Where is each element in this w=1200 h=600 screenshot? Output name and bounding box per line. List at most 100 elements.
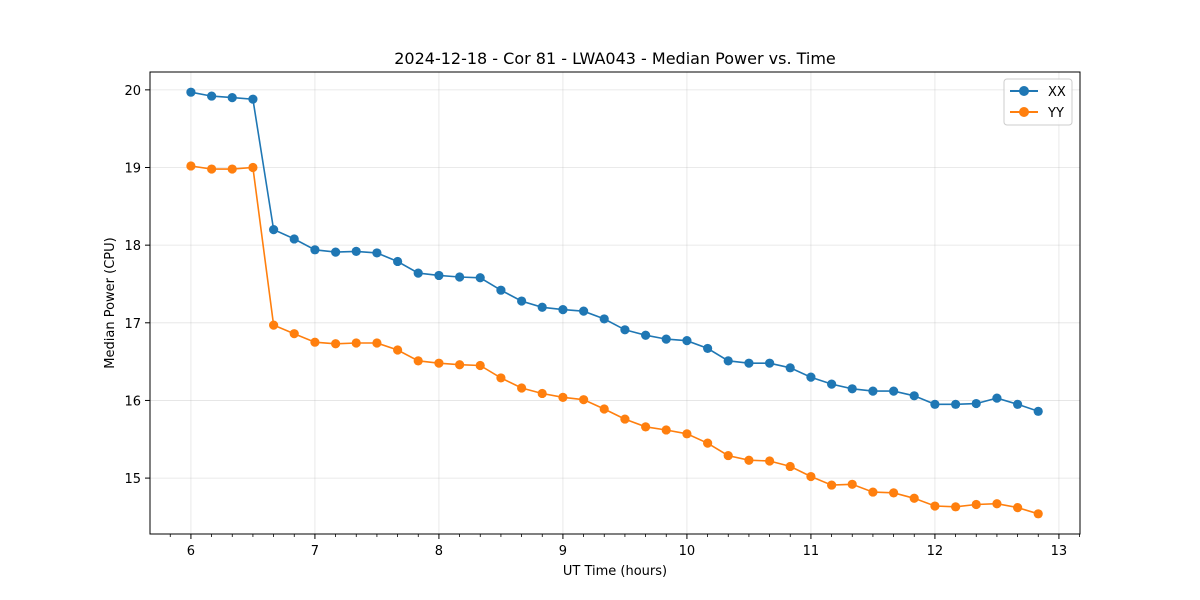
x-tick-label: 11 — [803, 544, 820, 559]
data-point-yy — [579, 395, 589, 405]
y-tick-label: 20 — [124, 84, 141, 99]
data-point-xx — [868, 386, 878, 396]
data-point-yy — [641, 422, 651, 432]
x-tick-label: 10 — [679, 544, 696, 559]
y-tick-label: 16 — [124, 394, 141, 409]
data-point-yy — [889, 488, 899, 498]
data-point-yy — [434, 358, 444, 368]
legend: XX YY — [1003, 78, 1073, 126]
series-layer — [186, 87, 1043, 519]
data-point-xx — [1033, 406, 1043, 416]
data-point-yy — [620, 414, 630, 424]
plot-frame — [149, 71, 1081, 535]
data-point-yy — [661, 425, 671, 435]
data-point-yy — [455, 360, 465, 370]
data-point-yy — [558, 392, 568, 402]
data-point-yy — [806, 471, 816, 482]
data-point-yy — [765, 456, 775, 466]
x-axis: 6 7 8 9 10 11 12 13 — [169, 534, 1080, 559]
data-point-xx — [744, 358, 754, 368]
data-point-xx — [765, 358, 775, 368]
data-point-xx — [992, 393, 1002, 403]
data-point-xx — [951, 399, 961, 409]
data-point-xx — [207, 91, 217, 101]
data-point-xx — [496, 285, 506, 295]
data-point-yy — [682, 429, 692, 439]
data-point-yy — [1013, 503, 1023, 513]
data-point-yy — [723, 450, 733, 461]
data-point-xx — [827, 379, 837, 389]
data-point-yy — [744, 455, 754, 465]
y-tick-label: 19 — [124, 162, 141, 177]
data-point-yy — [269, 320, 279, 330]
data-point-xx — [682, 336, 692, 346]
data-point-yy — [827, 480, 837, 490]
data-point-xx — [930, 399, 940, 409]
data-point-yy — [186, 161, 196, 171]
data-point-xx — [641, 330, 651, 340]
data-point-yy — [227, 164, 237, 174]
data-point-xx — [289, 234, 299, 244]
data-point-yy — [951, 502, 961, 512]
x-tick-label: 8 — [435, 544, 443, 559]
data-point-xx — [310, 245, 320, 255]
data-point-yy — [868, 487, 878, 497]
data-point-yy — [289, 329, 299, 339]
data-point-xx — [537, 302, 547, 312]
data-point-yy — [909, 493, 919, 503]
data-point-xx — [661, 334, 671, 344]
data-point-xx — [703, 343, 713, 354]
y-tick-label: 15 — [124, 472, 141, 487]
data-point-xx — [558, 305, 568, 315]
legend-label-xx: XX — [1048, 85, 1066, 100]
data-point-yy — [971, 499, 981, 510]
data-point-yy — [331, 339, 341, 349]
data-point-yy — [847, 479, 857, 489]
data-point-yy — [475, 360, 485, 371]
data-point-xx — [227, 93, 237, 103]
data-point-xx — [909, 391, 919, 401]
data-point-xx — [806, 372, 816, 382]
data-point-yy — [930, 501, 940, 511]
data-point-xx — [269, 225, 279, 235]
y-tick-label: 17 — [124, 317, 141, 332]
data-point-yy — [1033, 509, 1043, 519]
data-point-xx — [248, 94, 258, 104]
data-point-xx — [475, 273, 485, 283]
data-point-yy — [413, 356, 423, 366]
data-point-yy — [496, 373, 506, 383]
data-point-xx — [434, 270, 444, 281]
x-tick-label: 9 — [559, 544, 567, 559]
data-point-xx — [1013, 399, 1023, 409]
legend-label-yy: YY — [1047, 106, 1064, 121]
data-point-yy — [537, 388, 547, 399]
y-axis: 15 16 17 18 19 20 — [124, 84, 150, 487]
data-point-yy — [992, 499, 1002, 509]
legend-marker-xx — [1019, 86, 1029, 96]
data-point-xx — [331, 247, 341, 257]
chart-title: 2024-12-18 - Cor 81 - LWA043 - Median Po… — [394, 49, 836, 68]
data-point-yy — [248, 162, 258, 173]
data-point-yy — [517, 383, 527, 393]
x-tick-label: 13 — [1051, 544, 1068, 559]
y-axis-label: Median Power (CPU) — [103, 237, 118, 368]
data-point-xx — [889, 386, 899, 396]
legend-marker-yy — [1019, 107, 1029, 117]
data-point-xx — [579, 306, 589, 316]
x-tick-label: 7 — [311, 544, 319, 559]
data-point-yy — [207, 164, 217, 174]
data-point-xx — [455, 272, 465, 282]
x-tick-label: 6 — [187, 544, 195, 559]
data-point-yy — [785, 461, 795, 472]
data-point-xx — [847, 384, 857, 394]
x-axis-label: UT Time (hours) — [563, 564, 667, 579]
data-point-xx — [620, 325, 630, 335]
x-tick-label: 12 — [927, 544, 944, 559]
data-point-xx — [785, 363, 795, 373]
data-point-xx — [393, 256, 403, 267]
data-point-xx — [372, 248, 382, 258]
y-tick-label: 18 — [124, 239, 141, 254]
data-point-xx — [351, 246, 361, 256]
